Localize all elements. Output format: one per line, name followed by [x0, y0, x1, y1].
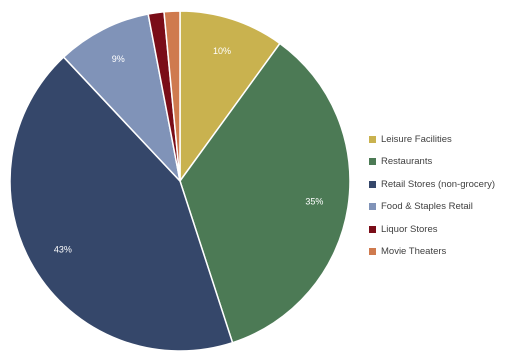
legend-swatch	[369, 203, 376, 211]
legend-swatch	[369, 225, 376, 233]
legend-item-leisure-facilities: Leisure Facilities	[369, 128, 511, 151]
legend-label: Retail Stores (non-grocery)	[381, 178, 496, 190]
pie-slice-food-staples-retail	[62, 13, 182, 184]
legend-item-restaurants: Restaurants	[369, 151, 511, 174]
legend-label: Restaurants	[381, 156, 433, 168]
legend-swatch	[369, 135, 376, 143]
legend-item-liquor-stores: Liquor Stores	[369, 218, 511, 241]
legend-swatch	[369, 158, 376, 166]
slice-label-food-staples-retail: 9%	[112, 54, 125, 64]
legend-label: Liquor Stores	[381, 223, 438, 235]
legend-swatch	[369, 248, 376, 256]
legend-item-food-staples-retail: Food & Staples Retail	[369, 196, 511, 219]
legend-label: Food & Staples Retail	[381, 201, 473, 213]
slice-labels: 10% 35% 43% 9%	[54, 46, 323, 255]
slice-label-restaurants: 35%	[305, 197, 323, 207]
pie-slice-restaurants	[179, 42, 351, 344]
legend-item-retail-stores-non-grocery: Retail Stores (non-grocery)	[369, 173, 511, 196]
pie-slices	[9, 10, 351, 352]
slice-label-leisure-facilities: 10%	[213, 46, 231, 56]
pie-slice-movie-theaters	[163, 10, 181, 182]
chart-legend: Leisure Facilities Restaurants Retail Stor…	[369, 128, 511, 263]
legend-label: Leisure Facilities	[381, 133, 452, 145]
pie-slice-leisure-facilities	[179, 10, 281, 184]
legend-swatch	[369, 180, 376, 188]
pie-slice-retail-stores-non-grocery	[9, 56, 234, 352]
slice-label-retail-stores-non-grocery: 43%	[54, 245, 72, 255]
legend-label: Movie Theaters	[381, 246, 447, 258]
legend-item-movie-theaters: Movie Theaters	[369, 241, 511, 264]
